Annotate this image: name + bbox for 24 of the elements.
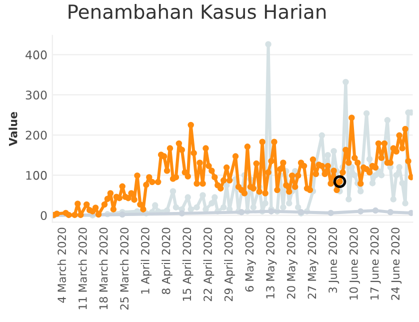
x-tick-label: 25 March 2020 <box>120 228 129 310</box>
x-tick-label: 29 April 2020 <box>224 228 235 302</box>
x-tick-label: 4 March 2020 <box>57 228 66 303</box>
y-tick-label: 300 <box>26 90 47 100</box>
x-tick-label: 17 June 2020 <box>370 228 381 300</box>
x-tick-label: 24 June 2020 <box>391 228 402 300</box>
x-tick-label: 18 March 2020 <box>99 228 108 310</box>
x-tick-label: 6 May 2020 <box>245 228 256 292</box>
y-tick-label: 400 <box>26 50 47 60</box>
x-tick-label: 3 June 2020 <box>328 228 340 293</box>
x-tick-label: 11 March 2020 <box>78 228 87 310</box>
x-tick-label: 15 April 2020 <box>182 228 194 301</box>
y-axis-title: Value <box>8 112 18 146</box>
x-tick-label: 10 June 2020 <box>349 228 360 300</box>
chart-title: Penambahan Kasus Harian <box>68 4 326 20</box>
x-tick-label: 22 April 2020 <box>203 228 214 302</box>
x-tick-label: 1 April 2020 <box>140 228 152 294</box>
y-tick-label: 200 <box>26 130 47 140</box>
y-tick-label: 100 <box>26 170 47 180</box>
x-tick-label: 27 May 2020 <box>308 228 318 299</box>
x-tick-label: 20 May 2020 <box>286 228 298 299</box>
x-tick-label: 13 May 2020 <box>266 228 277 298</box>
x-tick-label: 8 April 2020 <box>162 228 172 294</box>
y-tick-label: 0 <box>40 211 47 220</box>
